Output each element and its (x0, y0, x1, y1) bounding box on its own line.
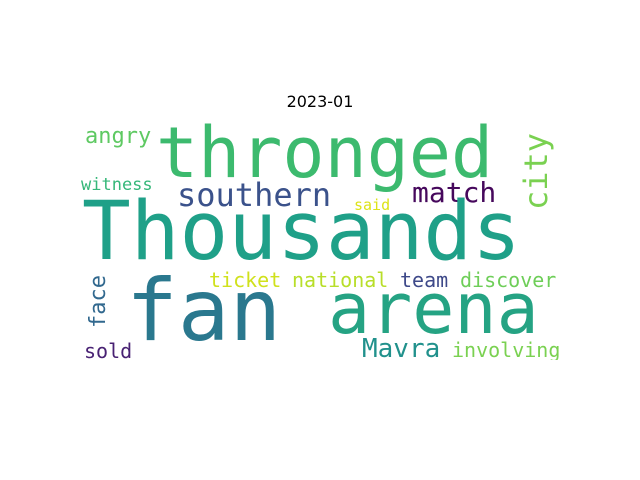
word-discover: discover (460, 268, 557, 292)
word-sold: sold (84, 339, 133, 360)
word-thronged: thronged (156, 120, 494, 194)
word-said: said (354, 196, 391, 214)
word-mavra: Mavra (362, 334, 441, 360)
word-involving: involving (452, 338, 560, 360)
word-angry: angry (85, 124, 152, 149)
word-team: team (400, 268, 449, 292)
word-match: match (412, 176, 497, 209)
word-national: national (292, 268, 389, 292)
word-face: face (86, 275, 111, 328)
word-thousands: Thousands (82, 185, 521, 279)
word-witness: witness (81, 175, 153, 195)
word-arena: arena (328, 268, 539, 350)
word-city: city (517, 132, 555, 210)
word-southern: southern (177, 176, 332, 214)
word-ticket: ticket (209, 268, 282, 292)
word-fan: fan (126, 261, 282, 360)
word-cloud: thronged angry city witness southern mat… (80, 120, 560, 360)
chart-title: 2023-01 (286, 92, 354, 111)
